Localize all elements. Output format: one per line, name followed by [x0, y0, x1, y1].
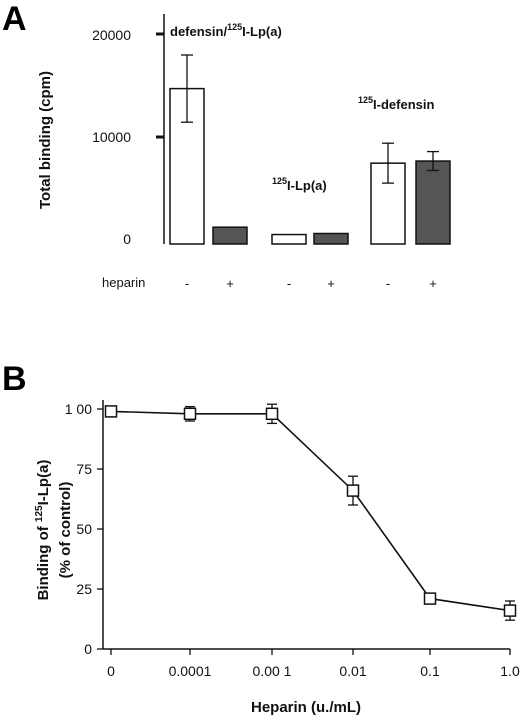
heparin-sign-0: -: [185, 276, 189, 291]
x-tick-label-4: 0.1: [420, 663, 440, 679]
y-tick-label-4: 1 00: [65, 401, 92, 417]
group-label-lpa: 125I-Lp(a): [272, 176, 327, 193]
data-point-0: [104, 405, 118, 418]
y-tick-label-10000: 10000: [92, 129, 131, 145]
x-tick-label-2: 0.00 1: [253, 663, 292, 679]
heparin-sign-1: +: [226, 276, 234, 291]
data-point-2: [265, 407, 279, 421]
panel-letter-a: A: [2, 0, 27, 38]
x-tick-label-0: 0: [107, 663, 115, 679]
data-point-4: [423, 592, 437, 605]
heparin-signs: - + - + - +: [185, 276, 437, 291]
panel-b-y-ticks: 0 25 50 75 1 00: [65, 401, 103, 657]
group-label-defensin-lpa: defensin/125I-Lp(a): [170, 22, 282, 39]
y-tick-label-0: 0: [84, 641, 92, 657]
series-line: [110, 410, 511, 612]
heparin-sign-5: +: [429, 276, 437, 291]
bar-3: [313, 232, 349, 245]
panel-b-series: [104, 403, 517, 621]
x-tick-label-3: 0.01: [339, 663, 366, 679]
heparin-sign-2: -: [287, 276, 291, 291]
heparin-row-label: heparin: [102, 275, 145, 290]
panel-b-line-chart: B Binding of 125I-Lp(a) (% of control) 0…: [2, 360, 520, 716]
data-point-1: [183, 407, 197, 421]
heparin-sign-4: -: [386, 276, 390, 291]
y-tick-label-1: 25: [76, 581, 92, 597]
y-tick-label-3: 75: [76, 461, 92, 477]
y-tick-label-20000: 20000: [92, 27, 131, 43]
bar-5: [415, 160, 451, 245]
x-tick-label-1: 0.0001: [169, 663, 212, 679]
panel-b-x-axis-label: Heparin (u./mL): [251, 699, 361, 716]
panel-letter-b: B: [2, 360, 27, 398]
bar-2: [271, 233, 307, 245]
y-tick-label-2: 50: [76, 521, 92, 537]
panel-a-y-axis-label: Total binding (cpm): [37, 71, 54, 209]
x-tick-label-5: 1.0: [500, 663, 520, 679]
panel-b-y-axis-label-line2: (% of control): [57, 482, 74, 579]
heparin-sign-3: +: [327, 276, 335, 291]
panel-a-bar-chart: A Total binding (cpm) 0 10000 20000 defe…: [2, 0, 451, 291]
panel-b-y-axis-label-line1: Binding of 125I-Lp(a): [34, 460, 52, 601]
panel-b-x-ticks: 0 0.0001 0.00 1 0.01 0.1 1.0: [107, 649, 520, 679]
panel-a-bars: [169, 54, 451, 245]
bar-1: [212, 226, 248, 245]
group-label-defensin: 125I-defensin: [358, 95, 434, 112]
y-tick-label-0: 0: [123, 231, 131, 247]
data-point-5: [503, 604, 517, 617]
data-point-3: [346, 484, 360, 497]
